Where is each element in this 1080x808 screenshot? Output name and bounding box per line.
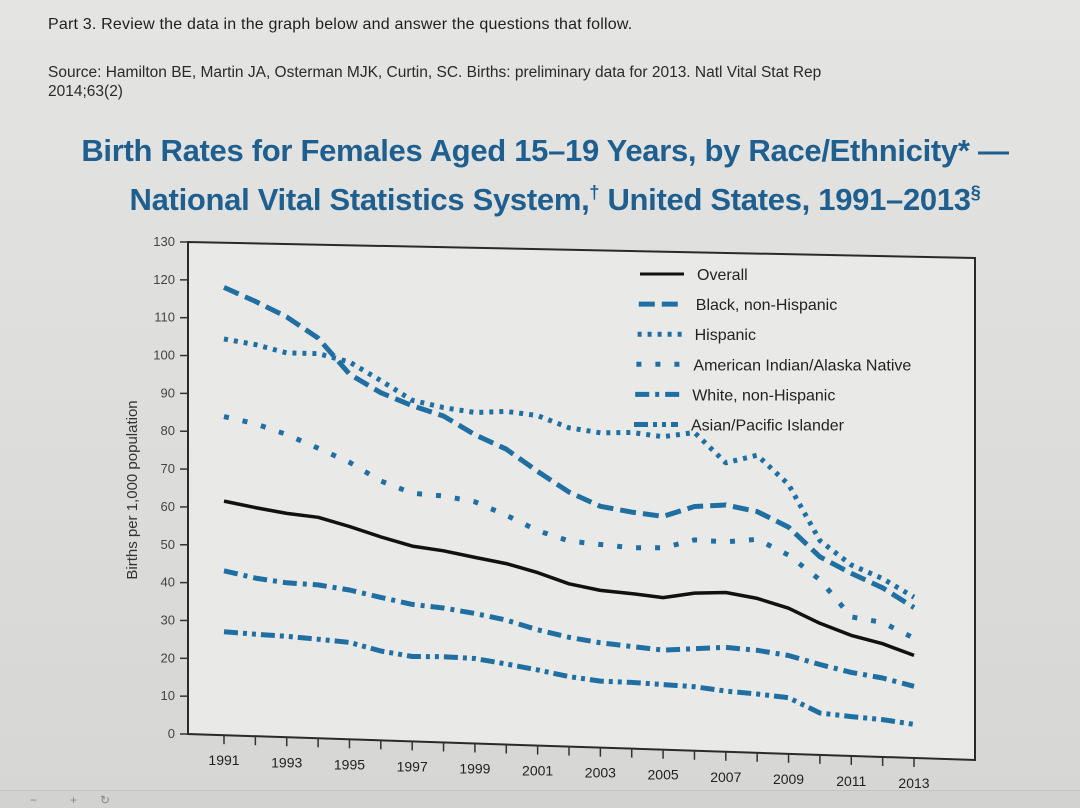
series-line-asian-pacific-islander bbox=[223, 629, 915, 727]
legend-label: White, non-Hispanic bbox=[692, 387, 835, 404]
title-line2-rest: United States, 1991–2013 bbox=[599, 182, 971, 218]
x-tick-label: 2001 bbox=[522, 763, 553, 779]
x-tick-label: 1997 bbox=[397, 758, 428, 774]
chart-title-line-1: Birth Rates for Females Aged 15–19 Years… bbox=[81, 133, 1009, 168]
rotate-icon[interactable]: ↻ bbox=[100, 793, 111, 807]
series-line-black-non-hispanic bbox=[222, 285, 916, 610]
y-tick-label: 70 bbox=[161, 461, 175, 476]
source-citation: Source: Hamilton BE, Martin JA, Osterman… bbox=[48, 63, 1008, 101]
y-tick-label: 80 bbox=[161, 423, 175, 438]
title-dagger: † bbox=[589, 183, 600, 203]
source-line-1: Source: Hamilton BE, Martin JA, Osterman… bbox=[48, 64, 822, 81]
x-tick-label: 1999 bbox=[459, 760, 490, 776]
y-tick-label: 120 bbox=[153, 272, 175, 287]
x-tick-label: 2009 bbox=[773, 771, 804, 787]
zoom-out-button[interactable]: − bbox=[30, 793, 38, 807]
y-tick-label: 60 bbox=[161, 499, 175, 514]
y-tick-label: 130 bbox=[153, 234, 175, 249]
x-tick-label: 1991 bbox=[208, 752, 239, 768]
x-tick-label: 2003 bbox=[585, 765, 616, 781]
legend-label: American Indian/Alaska Native bbox=[693, 357, 911, 374]
series-line-white-non-hispanic bbox=[223, 568, 915, 689]
legend-label: Hispanic bbox=[695, 327, 756, 344]
legend-label: Overall bbox=[697, 267, 748, 284]
instruction-text: Part 3. Review the data in the graph bel… bbox=[48, 16, 633, 33]
y-tick-label: 50 bbox=[161, 537, 175, 552]
zoom-in-button[interactable]: + bbox=[70, 793, 78, 807]
chart-title: Birth Rates for Females Aged 15–19 Years… bbox=[60, 130, 1050, 221]
series-line-hispanic bbox=[223, 336, 916, 600]
y-tick-label: 30 bbox=[161, 612, 175, 627]
y-tick-label: 20 bbox=[161, 650, 175, 665]
y-axis-label: Births per 1,000 population bbox=[124, 400, 141, 579]
x-tick-label: 2005 bbox=[648, 767, 679, 783]
source-line-2: 2014;63(2) bbox=[48, 83, 123, 100]
chart-axes: 0 10 20 30 40 50 60 70 80 90 100 110 120 130 Births pe… bbox=[124, 234, 976, 791]
legend-label: Asian/Pacific Islander bbox=[691, 418, 845, 435]
y-tick-label: 10 bbox=[161, 688, 175, 703]
series-line-overall bbox=[223, 499, 915, 658]
x-tick-label: 1995 bbox=[334, 756, 365, 772]
x-tick-label: 2011 bbox=[836, 773, 866, 789]
title-line2-main: National Vital Statistics System, bbox=[129, 182, 590, 218]
plot-frame bbox=[187, 240, 976, 762]
chart-title-line-2: National Vital Statistics System,† Unite… bbox=[130, 182, 981, 217]
chart-lines bbox=[222, 285, 916, 727]
y-tick-label: 90 bbox=[161, 385, 175, 400]
y-tick-label: 0 bbox=[168, 726, 175, 741]
x-tick-label: 1993 bbox=[271, 754, 302, 770]
y-tick-label: 110 bbox=[154, 310, 175, 325]
x-tick-label: 2013 bbox=[898, 775, 929, 791]
y-tick-label: 100 bbox=[153, 348, 175, 363]
legend-label: Black, non-Hispanic bbox=[696, 297, 837, 314]
x-tick-label: 2007 bbox=[710, 769, 741, 785]
chart-legend: Overall Black, non-Hispanic Hispanic Americ… bbox=[634, 267, 911, 435]
y-tick-label: 40 bbox=[161, 575, 175, 590]
title-section-mark: § bbox=[970, 183, 981, 203]
viewer-toolbar: − + ↻ bbox=[0, 790, 1080, 808]
